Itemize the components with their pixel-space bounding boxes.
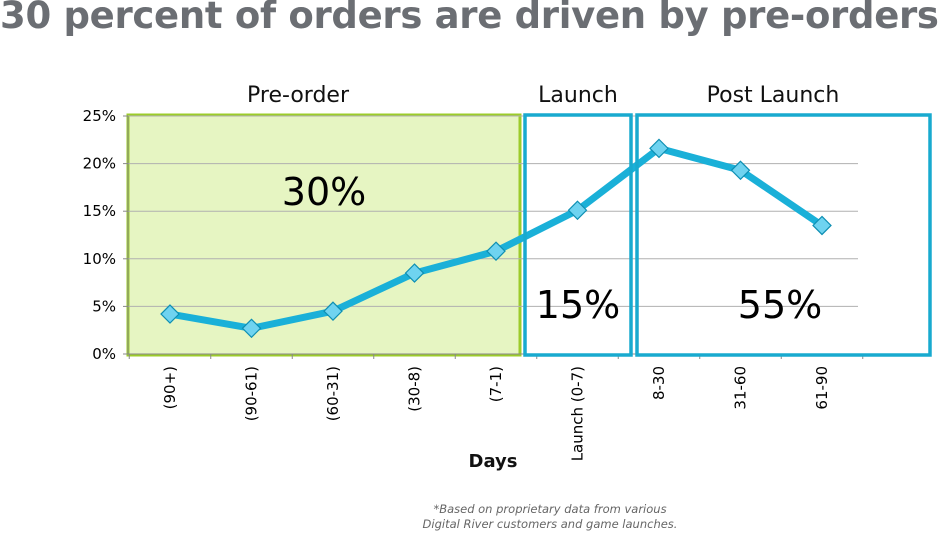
x-tick-label: (30-8) (406, 366, 424, 412)
footnote-line-1: *Based on proprietary data from various (433, 502, 667, 516)
x-tick-label: Launch (0-7) (569, 366, 587, 461)
data-point (812, 215, 832, 236)
region-0-label: Pre-order (247, 83, 350, 108)
y-tick-label: 10% (83, 250, 116, 268)
region-1-box (523, 113, 633, 357)
region-2-box (635, 113, 932, 357)
y-tick-label: 5% (92, 297, 116, 315)
data-point (241, 318, 262, 339)
x-axis-title: Days (469, 451, 518, 472)
x-tick-label: (90+) (161, 366, 179, 409)
y-tick-label: 20% (83, 155, 116, 173)
data-point (649, 138, 669, 159)
data-point (404, 263, 425, 283)
footnote-line-2: Digital River customers and game launche… (422, 517, 678, 531)
x-tick-label: 61-90 (813, 366, 831, 410)
region-2-label: Post Launch (707, 83, 840, 108)
data-point (730, 160, 751, 181)
data-point (323, 301, 343, 322)
page-title: 30 percent of orders are driven by pre-o… (0, 0, 940, 37)
region-1-percent: 15% (536, 283, 620, 327)
region-0-percent: 30% (282, 170, 366, 214)
x-tick-label: (90-61) (243, 366, 261, 421)
region-1-label: Launch (538, 83, 618, 108)
data-point (486, 241, 506, 262)
y-tick-label: 0% (92, 345, 116, 363)
x-tick-label: (7-1) (487, 366, 505, 402)
y-tick-label: 25% (83, 107, 116, 125)
x-tick-label: 31-60 (732, 366, 750, 410)
data-point (160, 304, 180, 324)
x-tick-label: (60-31) (324, 366, 342, 421)
y-tick-label: 15% (83, 202, 116, 220)
x-tick-label: 8-30 (650, 366, 668, 400)
data-point (567, 200, 588, 221)
region-2-percent: 55% (738, 283, 822, 327)
